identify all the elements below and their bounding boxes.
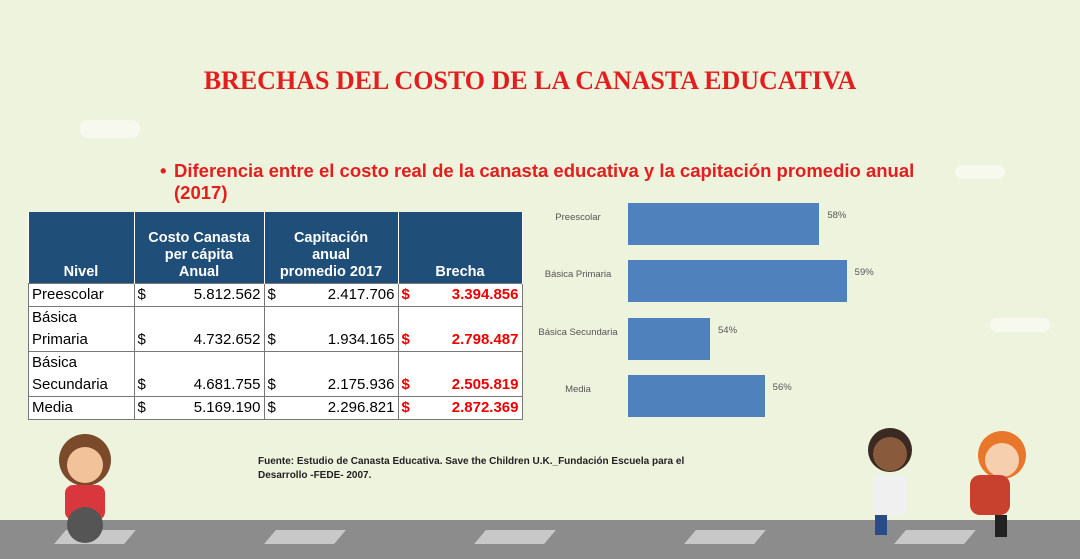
table-cell: 2.798.487 <box>413 306 523 352</box>
text: per cápita <box>164 247 234 263</box>
table-cell: 2.417.706 <box>279 283 399 307</box>
table-cell: 4.732.652 <box>149 306 265 352</box>
header-cell: Costo Canasta per cápita Anual <box>134 212 265 284</box>
table-cell: 3.394.856 <box>413 283 523 307</box>
bar <box>628 260 847 303</box>
table-cell: 5.812.562 <box>149 283 265 307</box>
value-label: 56% <box>772 382 792 394</box>
bar <box>628 202 820 245</box>
table-row: Básica Secundaria $4.681.755 $2.175.936 $2.… <box>28 351 523 397</box>
value-label: 59% <box>854 267 874 279</box>
value-label: 58% <box>827 209 847 221</box>
header-cell: Nivel <box>28 212 135 284</box>
bar <box>628 317 710 360</box>
decor <box>684 530 766 544</box>
table-cell: 1.934.165 <box>279 306 399 352</box>
text: Costo Canasta <box>148 230 250 246</box>
table-cell: Media <box>28 396 135 420</box>
decor <box>80 120 140 138</box>
decor <box>990 318 1050 332</box>
header-cell: Brecha <box>398 212 523 284</box>
table-cell: $ <box>397 283 414 307</box>
table-row: Preescolar $5.812.562 $2.417.706 $3.394.856 <box>28 283 523 307</box>
text: promedio 2017 <box>279 264 383 280</box>
child-illustration <box>970 431 1026 537</box>
table-cell: 2.872.369 <box>413 396 523 420</box>
table-cell: Básica Primaria <box>28 306 135 352</box>
table-cell: Básica Secundaria <box>28 351 135 397</box>
table-cell: 2.175.936 <box>279 351 399 397</box>
table-row: Básica Primaria $4.732.652 $1.934.165 $2.79… <box>28 306 523 352</box>
table-cell: $ <box>397 396 414 420</box>
data-table: Nivel Costo Canasta per cápita Anual Capit… <box>28 212 523 420</box>
category-label: Preescolar <box>555 211 601 223</box>
header-cell: Capitación anual promedio 2017 <box>264 212 399 284</box>
category-label: Básica Secundaria <box>538 326 618 338</box>
table-cell: Preescolar <box>28 283 135 307</box>
text: Nivel <box>63 264 99 280</box>
category-label: Media <box>565 384 591 396</box>
table-cell: $ <box>397 351 414 397</box>
table-cell: $ <box>263 351 280 397</box>
text: Capitación <box>293 230 369 246</box>
level-name: Básica Primaria <box>32 309 88 348</box>
table-cell: $ <box>397 306 414 352</box>
slide-title: BRECHAS DEL COSTO DE LA CANASTA EDUCATIV… <box>203 66 857 95</box>
value-label: 54% <box>718 324 738 336</box>
table-cell: $ <box>263 396 280 420</box>
table-cell: $ <box>133 396 150 420</box>
table-cell: $ <box>133 306 150 352</box>
source-note: Fuente: Estudio de Canasta Educativa. Sa… <box>258 456 685 481</box>
table-cell: 2.505.819 <box>413 351 523 397</box>
level-name: Media <box>32 399 73 416</box>
table-cell: 2.296.821 <box>279 396 399 420</box>
level-name: Preescolar <box>32 286 104 303</box>
table-cell: $ <box>263 283 280 307</box>
bar <box>628 375 765 418</box>
table-cell: $ <box>133 351 150 397</box>
text: anual <box>312 247 350 263</box>
child-illustration <box>868 428 912 535</box>
decor <box>264 530 346 544</box>
bullet-text: Diferencia entre el costo real de la can… <box>160 160 954 204</box>
decor <box>955 165 1005 179</box>
table-cell: $ <box>263 306 280 352</box>
decor <box>474 530 556 544</box>
child-illustration <box>59 434 111 543</box>
text: Brecha <box>435 264 485 280</box>
table-cell: 5.169.190 <box>149 396 265 420</box>
text: Anual <box>178 264 220 280</box>
table-row: Media $5.169.190 $2.296.821 $2.872.369 <box>28 396 523 420</box>
level-name: Básica Secundaria <box>32 354 108 393</box>
table-cell: 4.681.755 <box>149 351 265 397</box>
table-cell: $ <box>133 283 150 307</box>
category-label: Básica Primaria <box>544 269 612 281</box>
